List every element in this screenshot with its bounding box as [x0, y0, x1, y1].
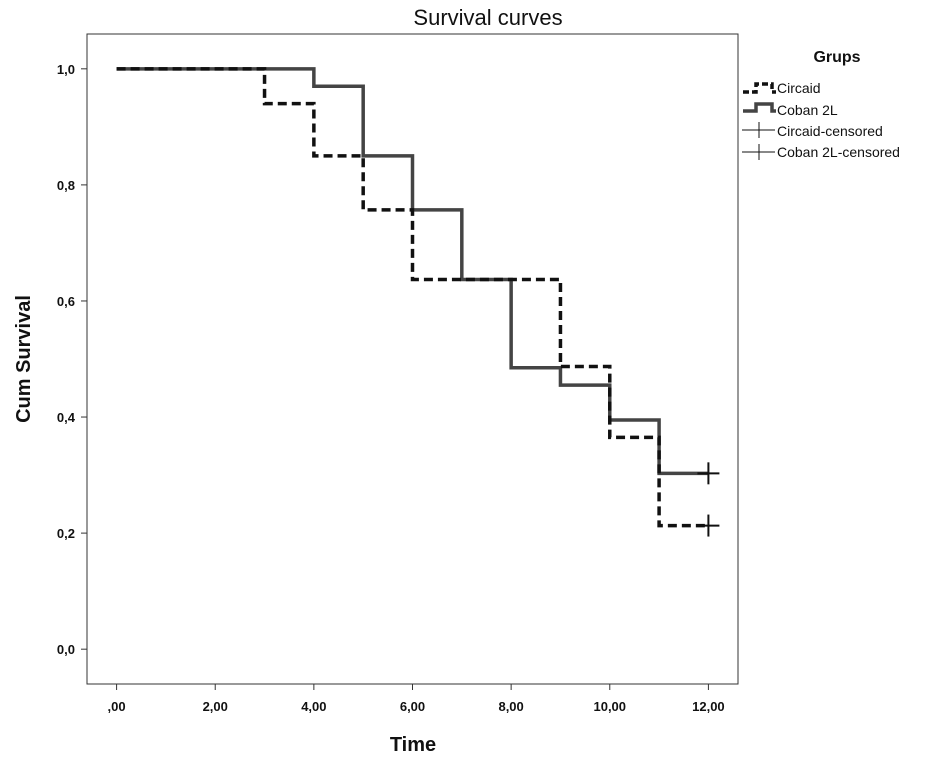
y-tick-label: 1,0: [57, 62, 75, 77]
y-axis: 0,0 0,2 0,4 0,6 0,8 1,0: [57, 62, 87, 657]
legend: Grups Circaid Coban 2L Circaid-censored …: [742, 49, 900, 160]
y-tick-label: 0,8: [57, 178, 75, 193]
legend-swatch-circaid: [743, 82, 776, 94]
x-tick-label: 6,00: [400, 699, 425, 714]
x-tick-label: 8,00: [498, 699, 523, 714]
legend-label-coban-censored: Coban 2L-censored: [777, 144, 900, 160]
chart-title: Survival curves: [413, 5, 562, 30]
y-tick-label: 0,0: [57, 642, 75, 657]
legend-item-coban-censored: Coban 2L-censored: [742, 144, 900, 160]
x-tick-label: 12,00: [692, 699, 725, 714]
x-axis: ,00 2,00 4,00 6,00 8,00 10,00 12,00: [108, 684, 725, 714]
y-axis-label: Cum Survival: [13, 295, 35, 423]
x-tick-label: 2,00: [203, 699, 228, 714]
series-layer: [116, 67, 720, 537]
x-tick-label: 4,00: [301, 699, 326, 714]
legend-title: Grups: [813, 49, 860, 66]
series-line-circaid: [116, 67, 709, 528]
legend-label-circaid: Circaid: [777, 80, 821, 96]
legend-item-coban: Coban 2L: [743, 102, 838, 118]
legend-swatch-coban: [743, 102, 776, 113]
y-tick-label: 0,4: [57, 410, 76, 425]
legend-item-circaid-censored: Circaid-censored: [742, 122, 883, 139]
y-tick-label: 0,2: [57, 526, 75, 541]
legend-item-circaid: Circaid: [743, 80, 821, 96]
plot-area: [86, 33, 739, 685]
x-axis-label: Time: [390, 734, 436, 756]
legend-label-circaid-censored: Circaid-censored: [777, 123, 883, 139]
legend-label-coban: Coban 2L: [777, 102, 838, 118]
x-tick-label: 10,00: [593, 699, 626, 714]
y-tick-label: 0,6: [57, 294, 75, 309]
x-tick-label: ,00: [108, 699, 126, 714]
